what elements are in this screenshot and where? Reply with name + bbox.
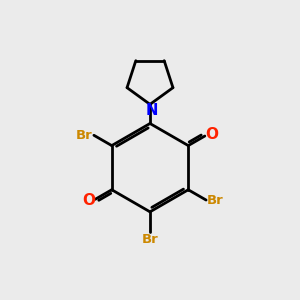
Text: O: O	[82, 193, 95, 208]
Text: Br: Br	[207, 194, 224, 207]
Text: N: N	[145, 103, 158, 118]
Text: O: O	[205, 127, 218, 142]
Text: Br: Br	[76, 129, 93, 142]
Text: Br: Br	[142, 233, 158, 246]
